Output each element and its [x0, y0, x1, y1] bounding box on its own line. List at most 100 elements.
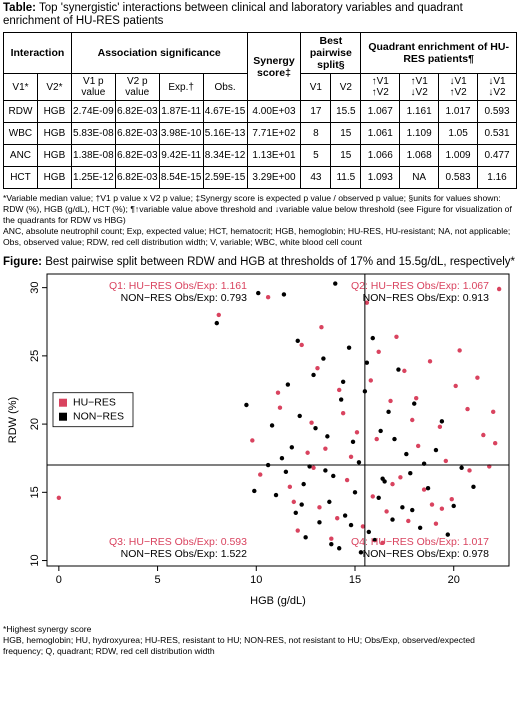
- y-axis-label: RDW (%): [7, 397, 19, 443]
- table-cell: 8: [300, 122, 332, 145]
- point: [388, 398, 393, 404]
- point: [344, 477, 350, 483]
- table-cell: 1.38E-08: [70, 144, 116, 167]
- table-cell: 1.05: [438, 122, 479, 145]
- point: [417, 525, 423, 530]
- y-tick-label: 15: [29, 486, 41, 498]
- table-cell: 1.009: [438, 144, 479, 167]
- figure-label: Figure:: [3, 256, 42, 268]
- table-cell: HGB: [36, 144, 72, 167]
- x-tick-label: 5: [155, 574, 161, 586]
- point: [295, 338, 300, 344]
- table-cell: 8.54E-15: [158, 166, 204, 189]
- table-cell: 15.5: [330, 100, 362, 123]
- point: [427, 359, 433, 364]
- y-tick-label: 25: [29, 350, 41, 362]
- quadrant-annotation: Q4: HU−RES Obs/Exp: 1.017: [351, 536, 489, 548]
- point: [350, 439, 356, 445]
- column-header: V2: [330, 73, 362, 101]
- point: [433, 521, 439, 526]
- point: [445, 532, 450, 537]
- point: [56, 495, 62, 500]
- table-cell: 1.87E-11: [158, 100, 204, 123]
- point: [496, 286, 502, 292]
- legend-label: HU−RES: [73, 396, 116, 408]
- point: [364, 360, 370, 365]
- point: [457, 348, 462, 353]
- table-cell: 2.59E-15: [202, 166, 248, 189]
- point: [467, 468, 472, 473]
- point: [368, 378, 373, 383]
- point: [244, 402, 249, 408]
- point: [325, 434, 330, 439]
- quadrant-annotation: NON−RES Obs/Exp: 0.913: [363, 292, 490, 304]
- legend-box: [52, 392, 134, 428]
- point: [279, 456, 285, 461]
- table-cell: 1.068: [399, 144, 440, 167]
- point: [313, 425, 318, 431]
- point: [364, 300, 370, 305]
- page: Table: Top 'synergistic' interactions be…: [3, 2, 517, 657]
- point: [323, 468, 328, 473]
- point: [352, 490, 358, 495]
- point: [329, 541, 334, 547]
- header-row: Interaction Association significance Syner…: [3, 32, 517, 101]
- table-cell: HGB: [36, 100, 72, 123]
- point: [301, 481, 306, 487]
- table-cell: 3.29E+00: [246, 166, 302, 189]
- column-header: Obs.: [202, 73, 248, 101]
- table-cell: 4.00E+03: [246, 100, 302, 123]
- point: [449, 496, 454, 502]
- figure-title: Best pairwise split between RDW and HGB …: [45, 256, 516, 268]
- point: [252, 488, 257, 494]
- point: [295, 528, 300, 533]
- table-cell: 5.83E-08: [70, 122, 116, 145]
- quadrant-annotation: NON−RES Obs/Exp: 0.978: [363, 548, 490, 560]
- table-title: Top 'synergistic' interactions between c…: [3, 2, 463, 27]
- point: [481, 432, 486, 438]
- point: [333, 281, 338, 286]
- quadrant-annotation: Q3: HU−RES Obs/Exp: 0.593: [109, 536, 247, 548]
- figure-notes: *Highest synergy score HGB, hemoglobin; H…: [3, 624, 517, 657]
- table-cell: 15: [330, 122, 362, 145]
- table-body: RDW HGB 2.74E-09 6.82E-03 1.87E-11 4.67E-15 4.…: [3, 100, 517, 189]
- table-cell: 1.066: [360, 144, 401, 167]
- point: [459, 465, 464, 470]
- table: Interaction Association significance Syner…: [3, 32, 517, 189]
- point: [358, 550, 364, 555]
- point: [275, 390, 281, 395]
- point: [273, 492, 279, 498]
- table-cell: 6.82E-03: [114, 166, 160, 189]
- table-cell: 1.093: [360, 166, 401, 189]
- point: [299, 342, 304, 348]
- table-cell: HGB: [36, 166, 72, 189]
- point: [415, 443, 421, 449]
- table-cell: HGB: [36, 122, 72, 145]
- point: [421, 487, 427, 492]
- point: [380, 476, 385, 481]
- point: [283, 469, 289, 475]
- note: ANC, absolute neutrophil count; Exp, exp…: [3, 226, 511, 247]
- point: [376, 495, 381, 500]
- point: [372, 537, 377, 543]
- plot-frame: [46, 273, 510, 567]
- table-cell: WBC: [3, 122, 38, 145]
- point: [370, 335, 375, 341]
- table-caption: Table: Top 'synergistic' interactions be…: [3, 2, 517, 28]
- point: [281, 292, 287, 297]
- table-cell: 1.109: [399, 122, 440, 145]
- note: HGB, hemoglobin; HU, hydroxyurea; HU-RES…: [3, 635, 475, 656]
- point: [404, 451, 409, 457]
- column-header: Exp.†: [158, 73, 204, 101]
- point: [380, 540, 385, 546]
- column-header: V1 p value: [70, 73, 116, 101]
- point: [402, 368, 407, 374]
- point: [331, 473, 336, 479]
- table-cell: ANC: [3, 144, 38, 167]
- column-header: V2 p value: [114, 73, 160, 101]
- column-header: V1: [300, 73, 332, 101]
- point: [398, 475, 403, 480]
- group-header: Interaction: [3, 32, 72, 74]
- table-cell: 5: [300, 144, 332, 167]
- column-header: ↑V1 ↑V2: [360, 73, 401, 101]
